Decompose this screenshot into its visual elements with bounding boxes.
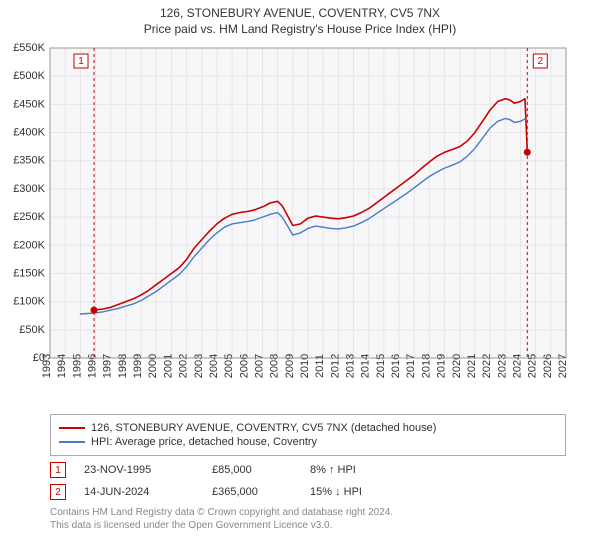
title-subtitle: Price paid vs. HM Land Registry's House …: [0, 22, 600, 36]
transaction-date: 23-NOV-1995: [84, 464, 194, 476]
svg-text:£300K: £300K: [13, 183, 45, 195]
svg-text:2019: 2019: [436, 354, 448, 378]
transaction-price: £85,000: [212, 464, 292, 476]
transaction-hpi: 8% ↑ HPI: [310, 464, 356, 476]
svg-text:£250K: £250K: [13, 211, 45, 223]
svg-text:2000: 2000: [147, 354, 159, 378]
svg-text:2026: 2026: [542, 354, 554, 378]
legend-swatch: [59, 427, 85, 429]
svg-text:1995: 1995: [71, 354, 83, 378]
marker-ref-2: 2: [50, 484, 66, 500]
svg-text:2006: 2006: [238, 354, 250, 378]
svg-text:£200K: £200K: [13, 239, 45, 251]
svg-text:1994: 1994: [56, 354, 68, 378]
svg-text:1999: 1999: [132, 354, 144, 378]
table-row: 2 14-JUN-2024 £365,000 15% ↓ HPI: [50, 484, 566, 500]
svg-text:2017: 2017: [405, 354, 417, 378]
legend-item: 126, STONEBURY AVENUE, COVENTRY, CV5 7NX…: [59, 422, 557, 434]
svg-text:2009: 2009: [284, 354, 296, 378]
svg-text:2005: 2005: [223, 354, 235, 378]
svg-text:£150K: £150K: [13, 267, 45, 279]
transaction-date: 14-JUN-2024: [84, 486, 194, 498]
legend-item: HPI: Average price, detached house, Cove…: [59, 436, 557, 448]
legend-label: 126, STONEBURY AVENUE, COVENTRY, CV5 7NX…: [91, 422, 436, 434]
svg-text:2027: 2027: [557, 354, 569, 378]
svg-text:2013: 2013: [345, 354, 357, 378]
svg-text:2008: 2008: [269, 354, 281, 378]
svg-text:2002: 2002: [178, 354, 190, 378]
footer: Contains HM Land Registry data © Crown c…: [50, 506, 566, 532]
transaction-hpi: 15% ↓ HPI: [310, 486, 362, 498]
svg-text:2022: 2022: [481, 354, 493, 378]
svg-text:2021: 2021: [466, 354, 478, 378]
svg-text:£500K: £500K: [13, 70, 45, 82]
svg-text:£350K: £350K: [13, 155, 45, 167]
title-address: 126, STONEBURY AVENUE, COVENTRY, CV5 7NX: [0, 6, 600, 20]
svg-text:1998: 1998: [117, 354, 129, 378]
marker-ref-1: 1: [50, 462, 66, 478]
svg-text:2020: 2020: [451, 354, 463, 378]
footer-line: This data is licensed under the Open Gov…: [50, 519, 566, 532]
svg-text:2023: 2023: [496, 354, 508, 378]
svg-text:2014: 2014: [360, 354, 372, 378]
svg-text:2004: 2004: [208, 354, 220, 378]
transaction-price: £365,000: [212, 486, 292, 498]
chart: £0£50K£100K£150K£200K£250K£300K£350K£400…: [0, 40, 600, 410]
svg-text:2018: 2018: [420, 354, 432, 378]
svg-text:2025: 2025: [527, 354, 539, 378]
svg-text:2024: 2024: [511, 354, 523, 378]
svg-text:£400K: £400K: [13, 127, 45, 139]
svg-text:1997: 1997: [102, 354, 114, 378]
table-row: 1 23-NOV-1995 £85,000 8% ↑ HPI: [50, 462, 566, 478]
svg-text:£100K: £100K: [13, 296, 45, 308]
svg-text:£550K: £550K: [13, 42, 45, 54]
legend: 126, STONEBURY AVENUE, COVENTRY, CV5 7NX…: [50, 414, 566, 456]
transactions-table: 1 23-NOV-1995 £85,000 8% ↑ HPI 2 14-JUN-…: [50, 462, 566, 500]
svg-text:2016: 2016: [390, 354, 402, 378]
svg-text:1: 1: [78, 56, 84, 67]
footer-line: Contains HM Land Registry data © Crown c…: [50, 506, 566, 519]
legend-label: HPI: Average price, detached house, Cove…: [91, 436, 317, 448]
svg-text:1993: 1993: [41, 354, 53, 378]
chart-svg: £0£50K£100K£150K£200K£250K£300K£350K£400…: [0, 40, 600, 410]
svg-text:1996: 1996: [87, 354, 99, 378]
svg-text:2: 2: [538, 56, 544, 67]
page: 126, STONEBURY AVENUE, COVENTRY, CV5 7NX…: [0, 0, 600, 532]
svg-text:£50K: £50K: [19, 324, 45, 336]
svg-text:£450K: £450K: [13, 98, 45, 110]
svg-text:2001: 2001: [162, 354, 174, 378]
chart-titles: 126, STONEBURY AVENUE, COVENTRY, CV5 7NX…: [0, 0, 600, 40]
svg-text:2012: 2012: [329, 354, 341, 378]
svg-text:2015: 2015: [375, 354, 387, 378]
svg-text:2007: 2007: [253, 354, 265, 378]
svg-text:2010: 2010: [299, 354, 311, 378]
svg-text:2003: 2003: [193, 354, 205, 378]
legend-swatch: [59, 441, 85, 443]
